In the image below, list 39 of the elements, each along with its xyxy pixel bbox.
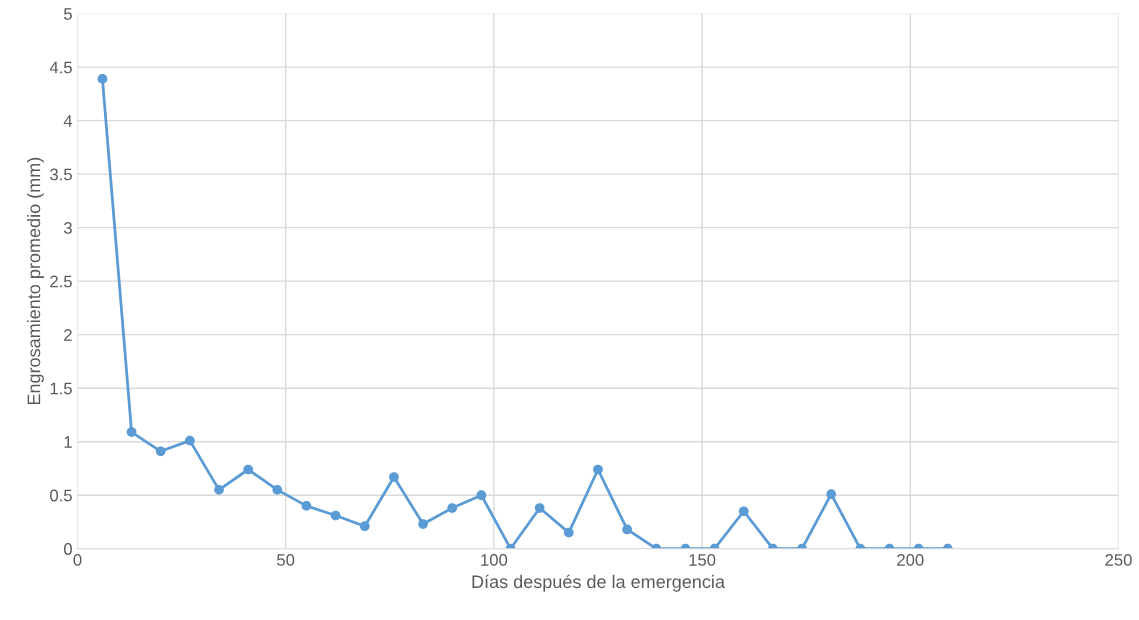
y-tick-label: 2 xyxy=(64,329,72,341)
point xyxy=(359,521,370,532)
point xyxy=(447,503,458,513)
x-tick-label: 250 xyxy=(1105,554,1132,566)
point xyxy=(593,464,603,475)
point xyxy=(214,484,224,495)
point xyxy=(738,506,749,517)
point xyxy=(622,524,632,535)
y-tick-label: 2.5 xyxy=(50,275,72,288)
point xyxy=(155,446,166,457)
point xyxy=(476,490,487,501)
point xyxy=(534,503,545,513)
point xyxy=(418,519,428,529)
y-tick-label: 4.5 xyxy=(49,61,72,74)
x-tick-label: 50 xyxy=(277,554,295,566)
point xyxy=(301,501,312,511)
point xyxy=(826,489,837,499)
y-tick-label: 1 xyxy=(64,436,72,448)
y-axis-title: Engrosamiento promedio (mm) xyxy=(27,157,44,405)
y-tick-label: 0 xyxy=(63,543,72,555)
point xyxy=(389,472,399,482)
x-tick-label: 200 xyxy=(897,554,924,566)
y-tick-label: 0.5 xyxy=(50,489,72,502)
x-tick-label: 100 xyxy=(481,554,508,566)
x-axis-title: Días después de la emergencia xyxy=(472,574,725,592)
x-tick-label: 0 xyxy=(73,554,82,566)
point xyxy=(563,527,574,538)
y-tick-label: 3.5 xyxy=(50,168,72,181)
y-tick-label: 1.5 xyxy=(50,382,72,395)
point xyxy=(272,484,283,495)
point xyxy=(185,435,195,446)
x-tick-label: 150 xyxy=(689,554,716,566)
y-tick-label: 5 xyxy=(63,8,72,20)
y-tick-label: 4 xyxy=(63,115,73,127)
point xyxy=(97,74,108,84)
point xyxy=(243,464,254,475)
point xyxy=(126,427,137,437)
y-tick-label: 3 xyxy=(63,222,72,234)
point xyxy=(330,510,341,521)
